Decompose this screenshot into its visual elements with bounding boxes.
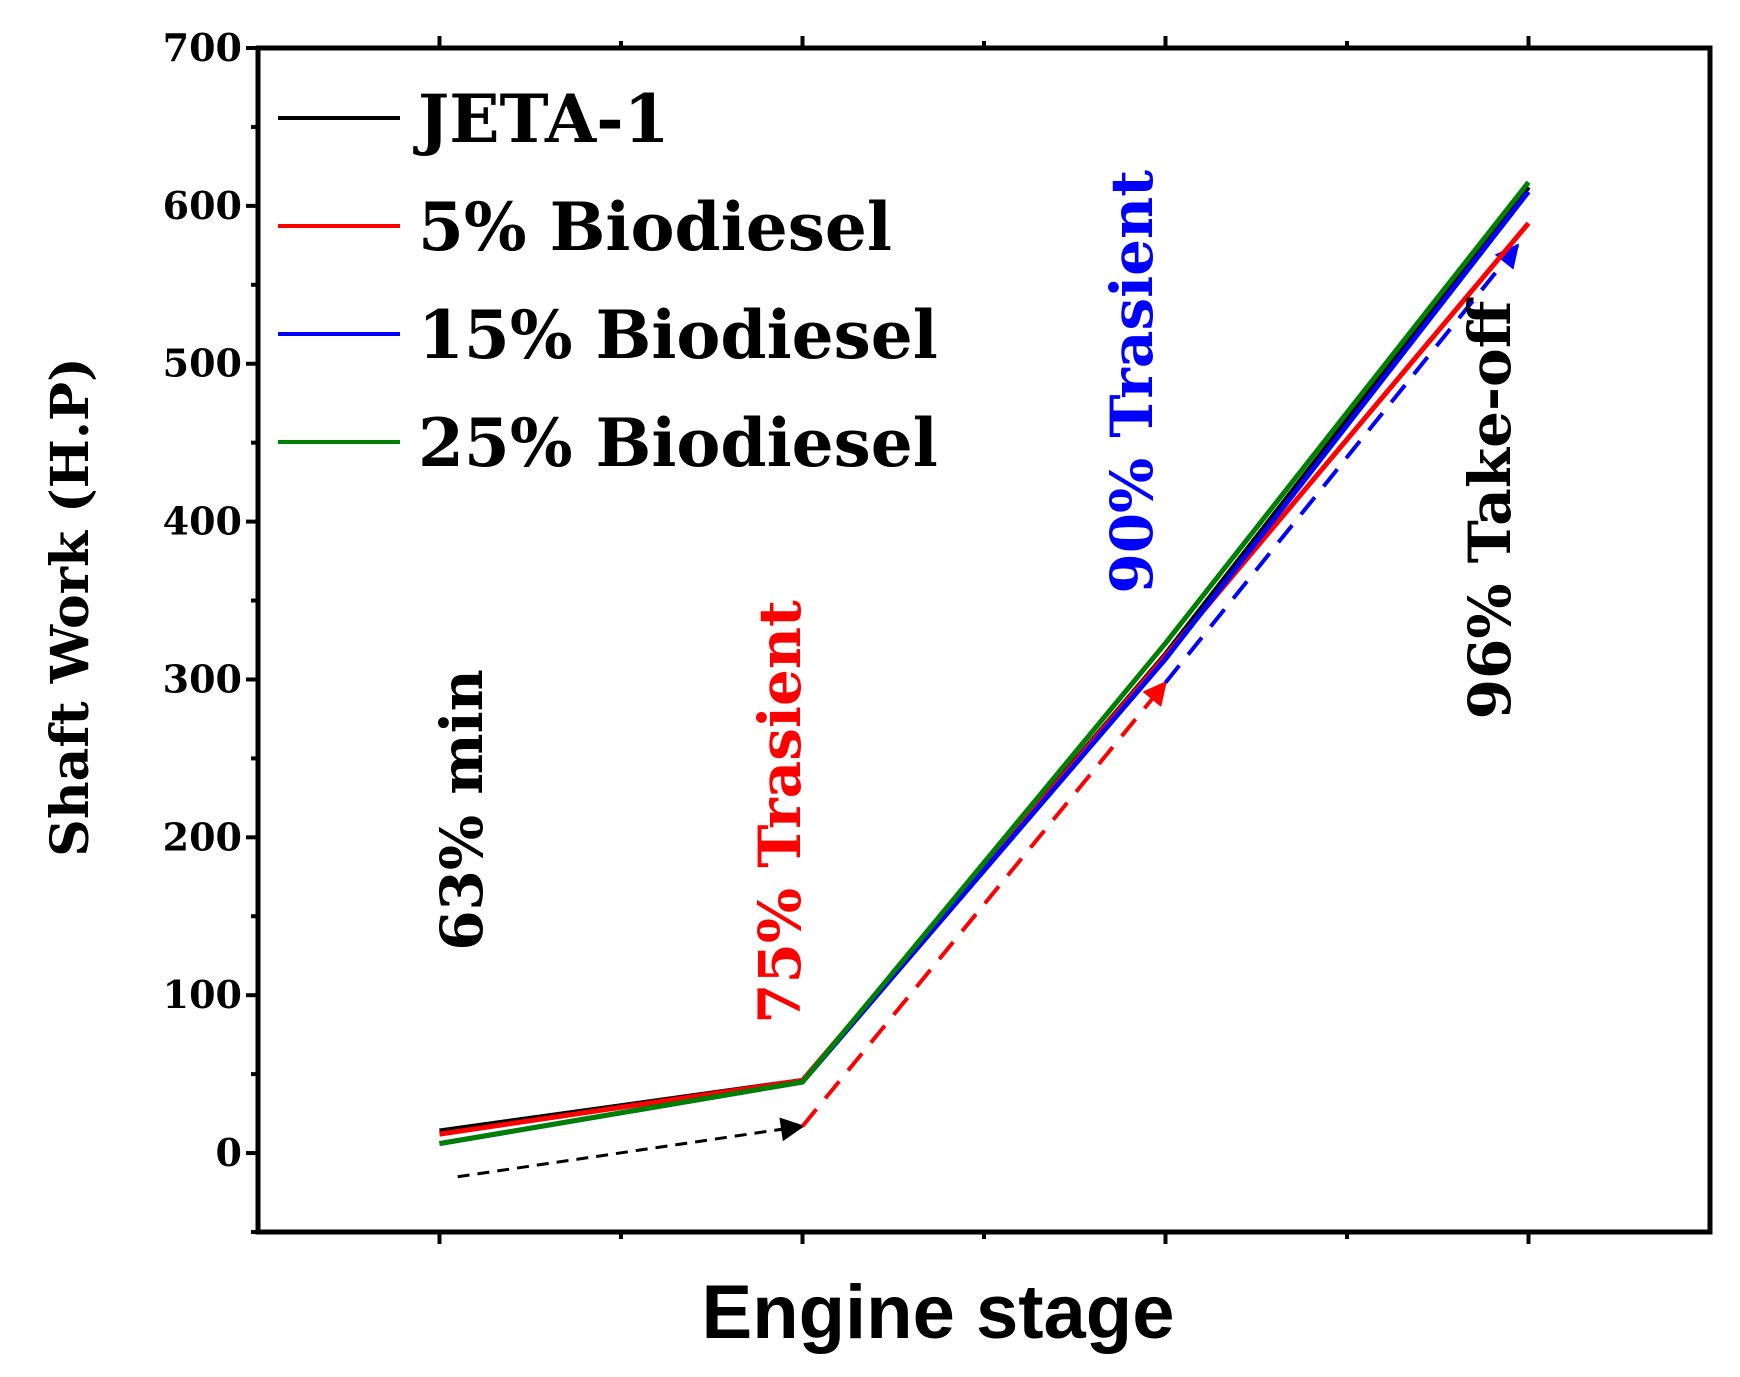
transition-arrow bbox=[1163, 243, 1520, 684]
legend-label: 5% Biodiesel bbox=[418, 188, 892, 266]
y-axis-label: Shaft Work (H.P) bbox=[40, 357, 101, 856]
y-tick-label: 700 bbox=[163, 25, 242, 70]
transition-arrows bbox=[457, 243, 1520, 1179]
y-tick-labels: 0 100 200 300 400 500 600 700 bbox=[163, 25, 242, 1175]
stage-annotation: 75% Trasient bbox=[746, 600, 814, 1024]
y-tick-label: 100 bbox=[163, 972, 242, 1017]
legend: JETA-1 5% Biodiesel 15% Biodiesel 25% Biodi… bbox=[278, 80, 938, 482]
legend-label: 15% Biodiesel bbox=[418, 296, 938, 374]
y-tick-label: 200 bbox=[163, 814, 242, 859]
y-tick-label: 500 bbox=[163, 341, 242, 386]
stage-annotation: 63% min bbox=[428, 669, 496, 951]
plot-frame bbox=[255, 45, 1713, 1235]
y-tick-label: 0 bbox=[216, 1130, 242, 1175]
stage-annotations: 63% min 75% Trasient 90% Trasient 96% Take-… bbox=[428, 170, 1524, 1024]
transition-arrow bbox=[457, 1117, 805, 1179]
series-lines bbox=[439, 180, 1531, 1147]
stage-annotation: 90% Trasient bbox=[1098, 170, 1166, 594]
y-tick-label: 400 bbox=[163, 499, 242, 544]
legend-label: JETA-1 bbox=[413, 80, 670, 158]
stage-annotation: 96% Take-off bbox=[1456, 297, 1524, 719]
transition-arrow bbox=[800, 680, 1168, 1128]
series-line bbox=[439, 180, 1531, 1147]
y-tick-label: 600 bbox=[163, 183, 242, 228]
x-axis-label: Engine stage bbox=[702, 1270, 1175, 1355]
legend-label: 25% Biodiesel bbox=[418, 404, 938, 482]
y-tick-label: 300 bbox=[163, 656, 242, 701]
